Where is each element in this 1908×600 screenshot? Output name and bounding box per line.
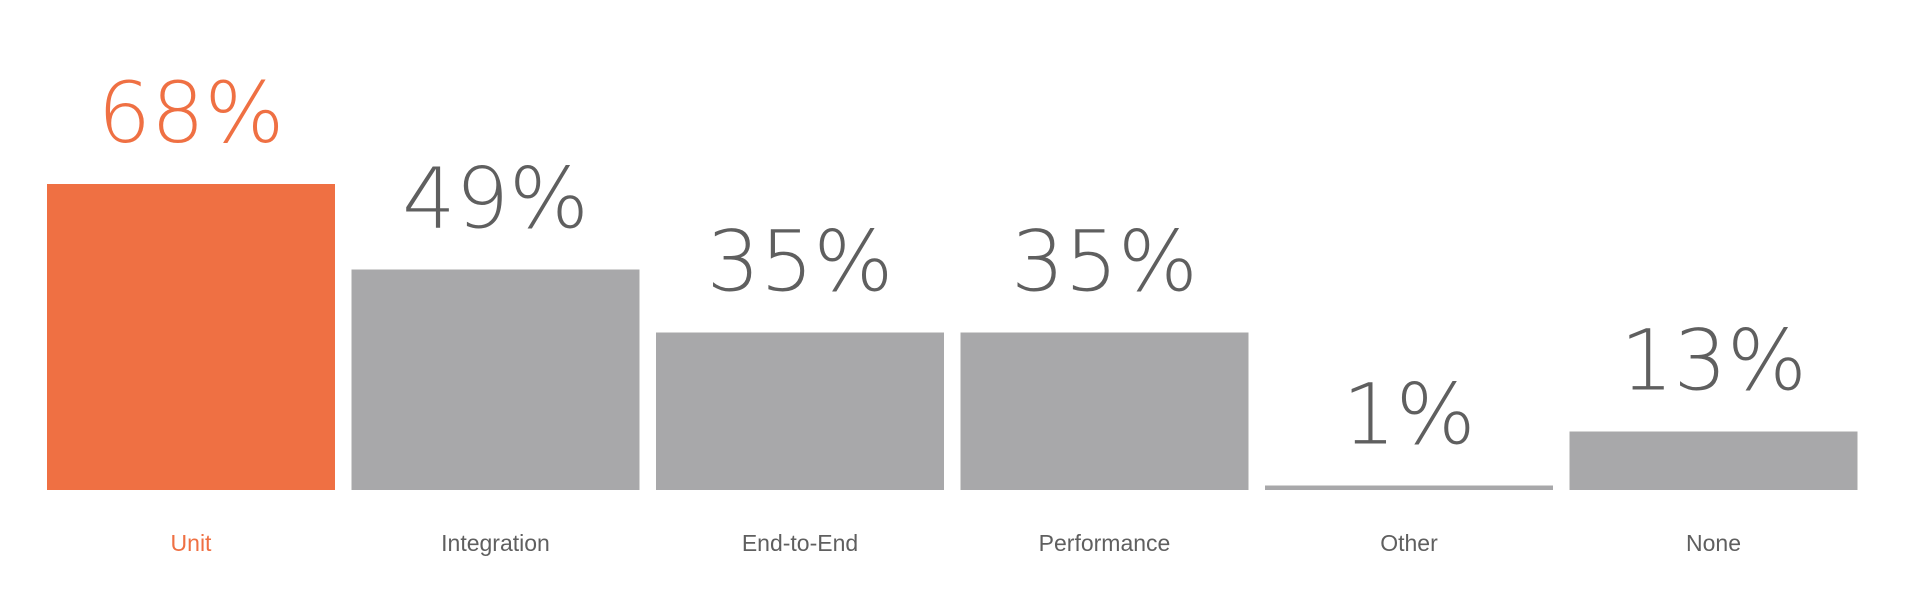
category-label: Integration: [441, 530, 550, 556]
bar-none: [1569, 431, 1858, 490]
bar-other: [1265, 485, 1553, 490]
bar-integration: [351, 269, 640, 490]
category-label: Performance: [1039, 530, 1171, 556]
value-label: 49%: [402, 150, 589, 248]
bar-end-to-end: [656, 332, 944, 490]
category-label: End-to-End: [742, 530, 858, 556]
value-label: 35%: [707, 213, 894, 311]
value-label: 13%: [1620, 312, 1807, 410]
category-label: Unit: [171, 530, 213, 556]
category-label: Other: [1380, 530, 1438, 556]
bar-unit: [47, 184, 335, 490]
value-label: 35%: [1011, 213, 1198, 311]
bar-performance: [960, 332, 1249, 490]
value-label: 1%: [1342, 366, 1475, 464]
value-label: 68%: [98, 64, 285, 162]
category-label: None: [1686, 530, 1741, 556]
